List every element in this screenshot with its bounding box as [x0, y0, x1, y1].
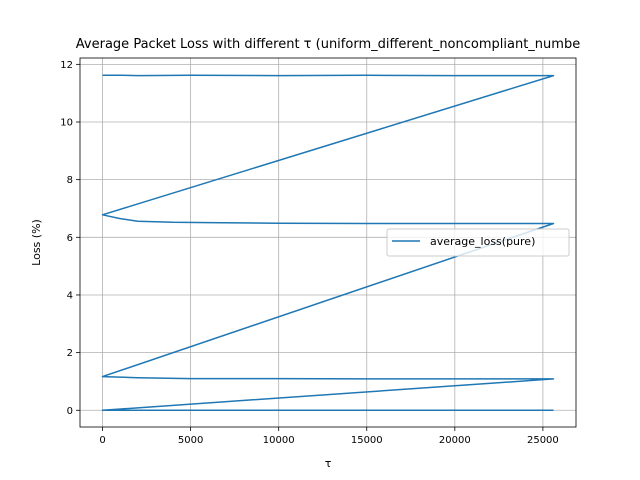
- x-tick-label: 0: [99, 435, 105, 446]
- chart-title: Average Packet Loss with different τ (un…: [76, 37, 580, 52]
- legend-label: average_loss(pure): [430, 235, 535, 248]
- y-tick-label: 12: [60, 60, 73, 71]
- plot-frame: [79, 57, 577, 428]
- y-tick-label: 6: [67, 233, 73, 244]
- x-tick-label: 5000: [178, 435, 203, 446]
- x-axis-ticks: 0 5000 10000 15000 20000 25000: [99, 427, 559, 446]
- y-tick-label: 0: [67, 406, 73, 417]
- series-lines: [101, 74, 555, 412]
- y-tick-label: 4: [67, 290, 73, 301]
- y-tick-label: 8: [67, 175, 73, 186]
- x-tick-label: 10000: [263, 435, 295, 446]
- x-axis-label: τ: [325, 457, 332, 470]
- y-axis-ticks: 0 2 4 6 8 10 12: [60, 60, 80, 417]
- x-tick-label: 15000: [351, 435, 383, 446]
- legend: average_loss(pure): [386, 228, 570, 257]
- x-tick-label: 20000: [439, 435, 471, 446]
- x-tick-label: 25000: [527, 435, 559, 446]
- legend-box: [386, 228, 570, 257]
- y-axis-label: Loss (%): [30, 219, 43, 266]
- y-tick-label: 10: [60, 117, 73, 128]
- series-line: [101, 74, 555, 412]
- y-tick-label: 2: [67, 348, 73, 359]
